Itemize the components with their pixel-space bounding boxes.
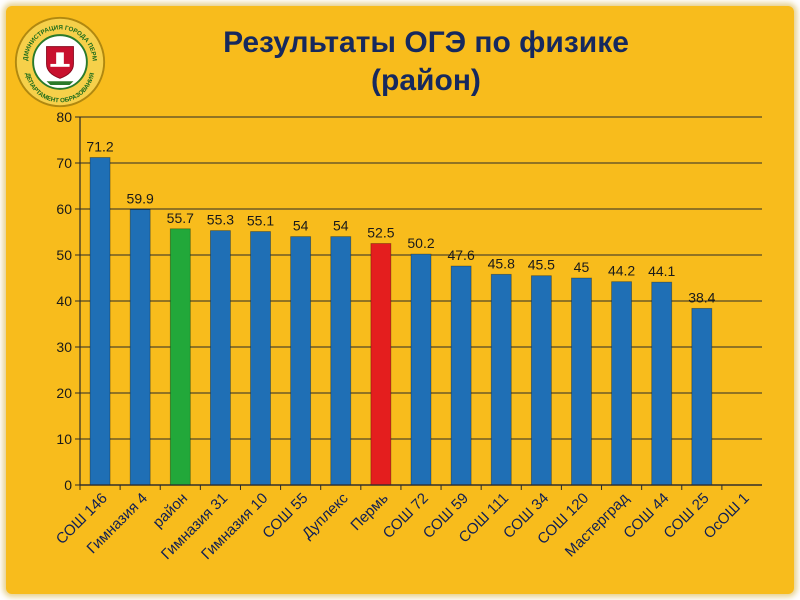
city-administration-emblem-icon: АДМИНИСТРАЦИЯ ГОРОДА ПЕРМИ ДЕПАРТАМЕНТ О…: [12, 14, 106, 108]
data-label: 71.2: [86, 138, 113, 154]
bar: [530, 275, 552, 486]
bar: [450, 265, 472, 486]
bar: [250, 231, 271, 486]
bar: [330, 236, 352, 486]
title-line-1: Результаты ОГЭ по физике: [223, 26, 629, 59]
data-label: 55.3: [207, 212, 234, 228]
bar: [651, 281, 673, 486]
y-tick-label: 20: [56, 385, 72, 401]
bar: [410, 253, 432, 486]
title-line-2: (район): [371, 64, 481, 97]
bar: [290, 236, 312, 486]
data-label: 52.5: [367, 225, 394, 241]
y-tick-label: 70: [56, 155, 72, 171]
bar: [370, 243, 392, 486]
data-label: 45: [574, 259, 590, 275]
chart-title: Результаты ОГЭ по физике (район): [176, 24, 676, 100]
data-label: 45.8: [488, 255, 515, 271]
data-label: 55.7: [167, 210, 194, 226]
bar: [611, 281, 632, 486]
y-tick-label: 50: [56, 247, 72, 263]
data-label: 54: [333, 218, 349, 234]
bar: [490, 273, 512, 486]
data-label: 47.6: [447, 247, 474, 263]
data-label: 55.1: [247, 213, 274, 229]
data-label: 45.5: [528, 257, 555, 273]
y-tick-label: 30: [56, 339, 72, 355]
bar: [571, 277, 592, 486]
y-tick-label: 40: [56, 293, 72, 309]
data-label: 59.9: [127, 190, 154, 206]
y-tick-label: 10: [56, 431, 72, 447]
data-label: 54: [293, 218, 309, 234]
bar: [691, 307, 713, 486]
y-tick-label: 0: [64, 477, 72, 493]
bar: [129, 209, 151, 486]
data-label: 38.4: [688, 289, 715, 305]
bar: [169, 228, 191, 486]
y-tick-label: 80: [56, 109, 72, 125]
bar: [210, 230, 231, 486]
y-tick-label: 60: [56, 201, 72, 217]
data-label: 44.2: [608, 263, 635, 279]
data-label: 50.2: [407, 235, 434, 251]
data-label: 44.1: [648, 263, 675, 279]
bar: [89, 157, 111, 486]
